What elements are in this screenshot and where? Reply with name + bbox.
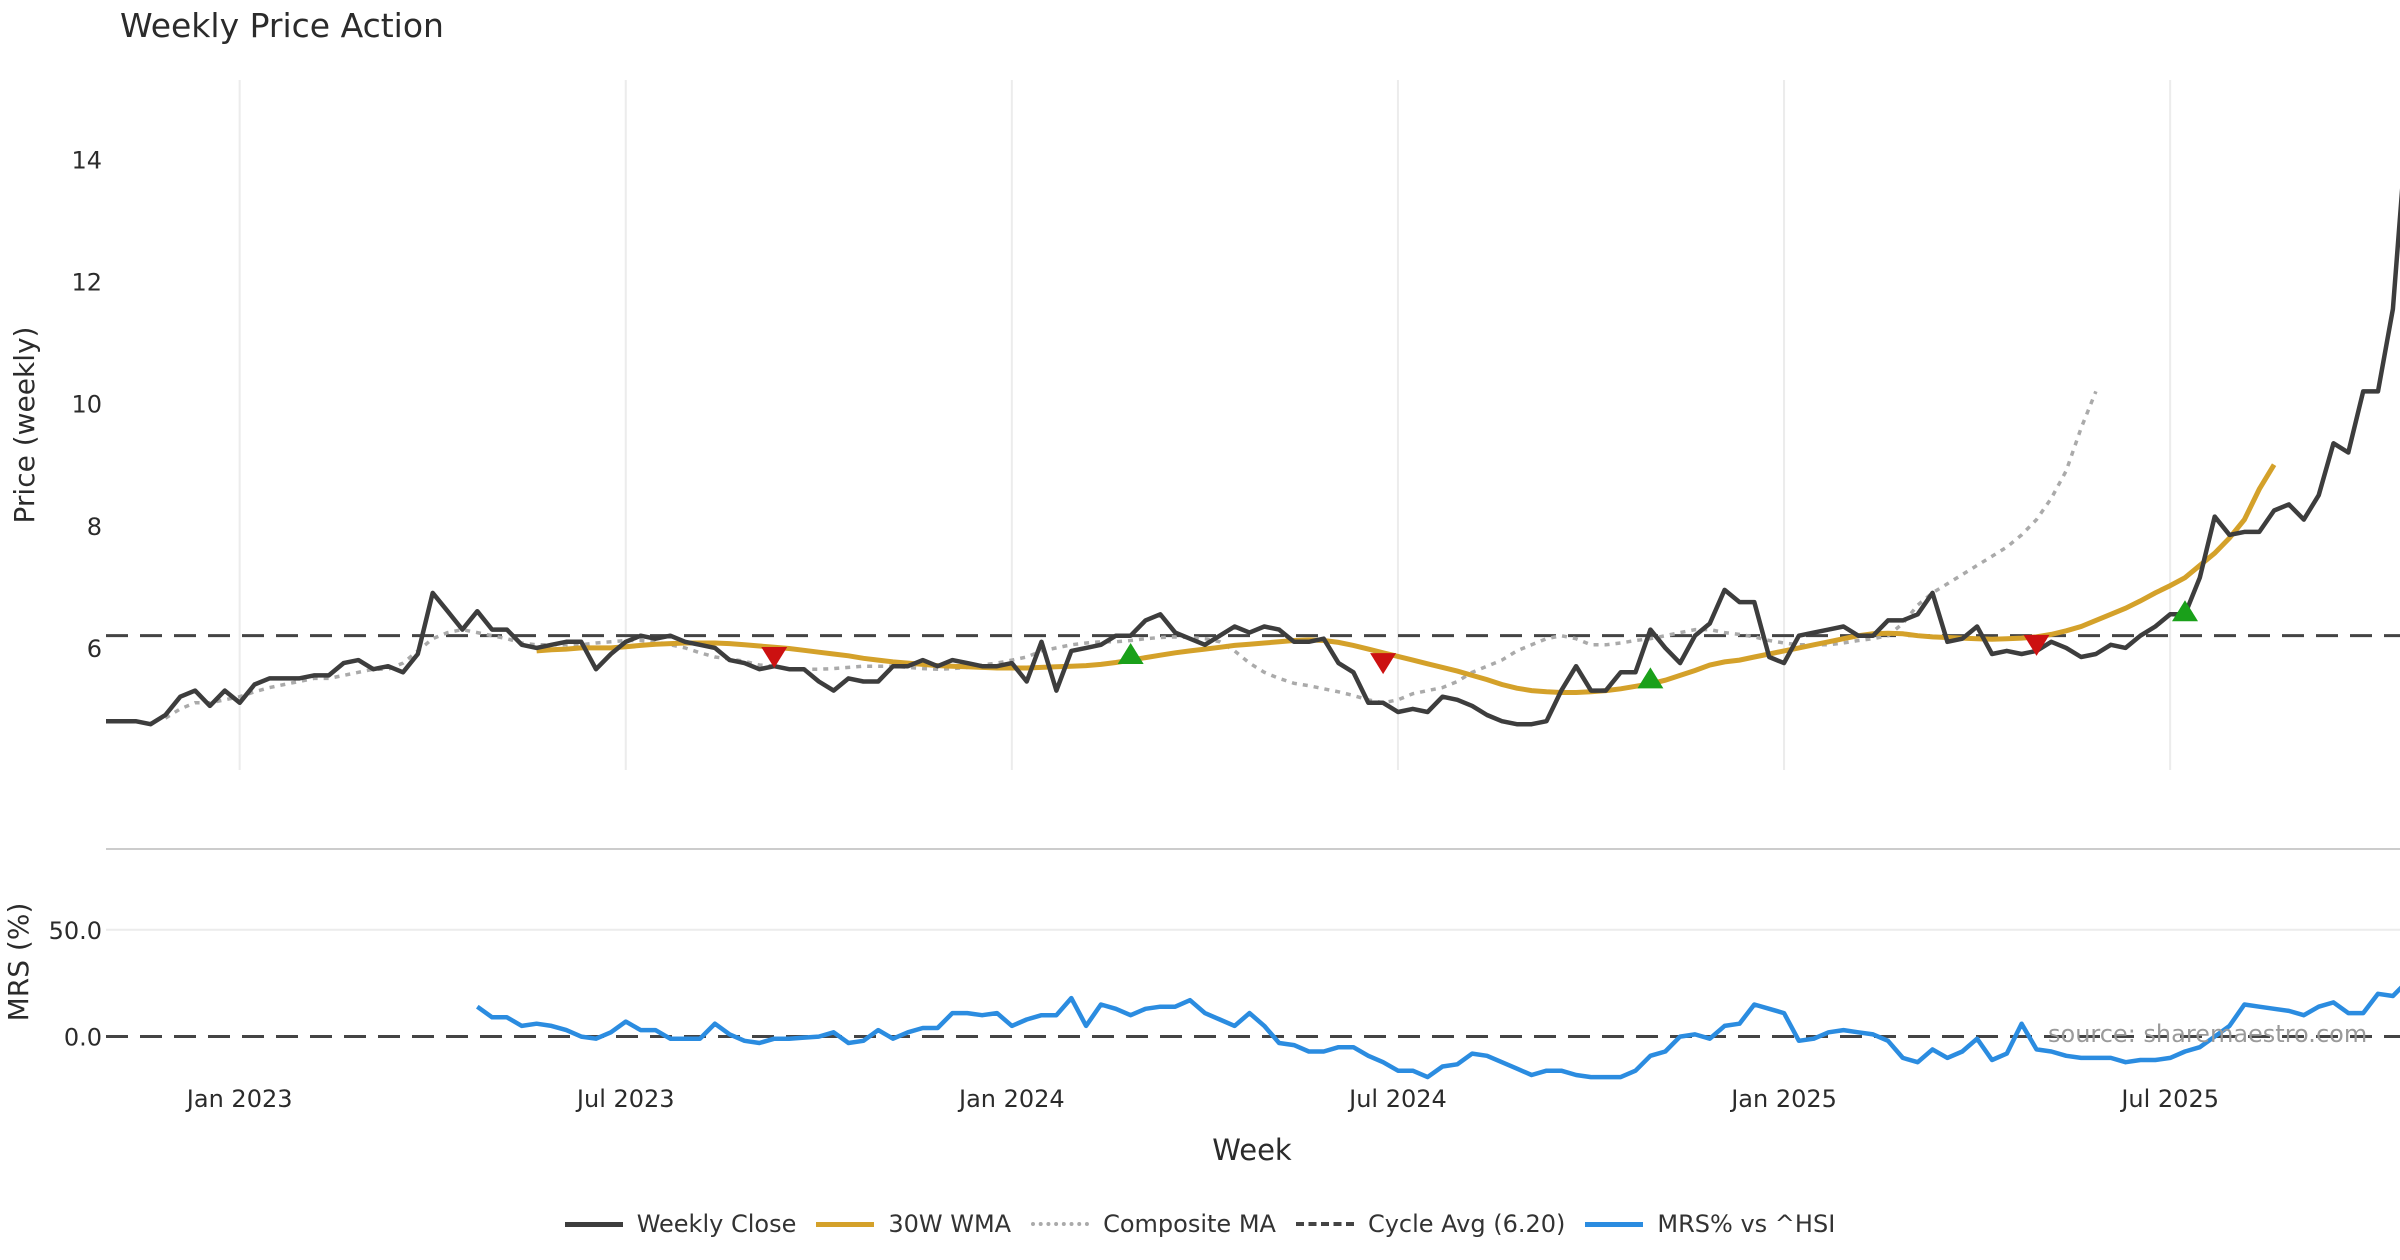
price-y-axis-label: Price (weekly) (8, 327, 41, 524)
legend-label: Composite MA (1103, 1210, 1276, 1238)
vertical-gridlines (238, 80, 2172, 770)
composite-ma-line (164, 390, 2098, 720)
legend-label: Cycle Avg (6.20) (1367, 1210, 1566, 1238)
mrs-panel: 0.0 50.0 MRS (%) (2, 903, 2400, 1080)
legend-swatch (564, 1221, 623, 1227)
price-panel: 6 8 10 12 14 Price (weekly) (8, 80, 2400, 770)
x-tick-label: Jan 2024 (957, 1085, 1065, 1113)
price-y-tick-label: 12 (71, 269, 102, 297)
mrs-line (475, 985, 2400, 1080)
legend-swatch (1585, 1221, 1644, 1227)
sell-signal-marker (2023, 634, 2050, 656)
legend-label: Weekly Close (636, 1210, 797, 1238)
wma-30w-line (536, 463, 2277, 695)
legend-item-composite-ma: Composite MA (1031, 1210, 1276, 1238)
x-axis-label: Week (1212, 1133, 1292, 1167)
buy-signal-marker (1117, 642, 1144, 664)
x-tick-label: Jan 2023 (185, 1085, 293, 1113)
buy-signal-marker (2172, 600, 2198, 622)
legend-item-30w-wma: 30W WMA (816, 1210, 1011, 1238)
watermark: source: sharemaestro.com (2048, 1020, 2368, 1048)
x-tick-label: Jan 2025 (1729, 1085, 1837, 1113)
chart-title: Weekly Price Action (120, 6, 444, 45)
x-tick-labels: Jan 2023 Jul 2023 Jan 2024 Jul 2024 Jan 2025… (185, 1085, 2219, 1113)
legend-swatch (816, 1221, 875, 1227)
sell-signal-marker (1370, 653, 1397, 675)
mrs-y-tick-label: 0.0 (64, 1024, 102, 1052)
legend-item-weekly-close: Weekly Close (564, 1210, 797, 1238)
x-tick-label: Jul 2024 (1347, 1085, 1447, 1113)
sell-signal-marker (761, 647, 788, 669)
legend-item-mrs: MRS% vs ^HSI (1585, 1210, 1835, 1238)
price-y-tick-label: 8 (87, 513, 102, 541)
price-y-tick-label: 14 (71, 146, 102, 174)
mrs-y-ticks: 0.0 50.0 (49, 917, 102, 1052)
legend-label: 30W WMA (888, 1210, 1012, 1238)
legend: Weekly Close 30W WMA Composite MA Cycle … (0, 1210, 2400, 1238)
x-tick-label: Jul 2025 (2119, 1085, 2219, 1113)
legend-item-cycle-avg: Cycle Avg (6.20) (1295, 1210, 1566, 1238)
price-y-ticks: 6 8 10 12 14 (71, 146, 102, 662)
x-tick-label: Jul 2023 (575, 1085, 675, 1113)
mrs-y-axis-label: MRS (%) (2, 903, 35, 1022)
buy-signal-marker (1637, 667, 1664, 689)
legend-swatch (1031, 1222, 1090, 1226)
signal-markers (761, 600, 2198, 689)
price-y-tick-label: 6 (87, 635, 102, 663)
legend-label: MRS% vs ^HSI (1657, 1210, 1836, 1238)
legend-swatch (1295, 1222, 1354, 1226)
price-y-tick-label: 10 (71, 391, 102, 419)
mrs-y-tick-label: 50.0 (49, 917, 102, 945)
